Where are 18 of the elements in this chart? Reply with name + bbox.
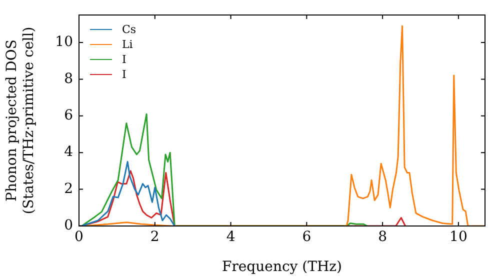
x-tick-label: 2 bbox=[150, 229, 160, 246]
y-axis-title: Phonon projected DOS (States/THz·primitive cell) bbox=[4, 26, 37, 214]
x-tick-label: 6 bbox=[302, 229, 312, 246]
y-tick-label: 0 bbox=[64, 218, 73, 234]
y-tick-label: 8 bbox=[64, 70, 73, 87]
y-tick-label: 10 bbox=[55, 34, 73, 50]
legend-label: Cs bbox=[122, 22, 136, 37]
y-tick-label: 6 bbox=[64, 108, 74, 124]
x-tick-label: 8 bbox=[378, 229, 388, 246]
x-tick-label: 10 bbox=[450, 229, 468, 246]
x-tick-label: 0 bbox=[74, 229, 84, 246]
x-axis-title: Frequency (THz) bbox=[222, 259, 342, 276]
legend-label: I bbox=[122, 52, 126, 67]
legend-label: I bbox=[122, 67, 126, 82]
y-tick-label: 2 bbox=[64, 180, 73, 197]
x-tick-label: 4 bbox=[226, 229, 236, 246]
legend-label: Li bbox=[122, 37, 133, 52]
y-tick-label: 4 bbox=[64, 144, 74, 160]
